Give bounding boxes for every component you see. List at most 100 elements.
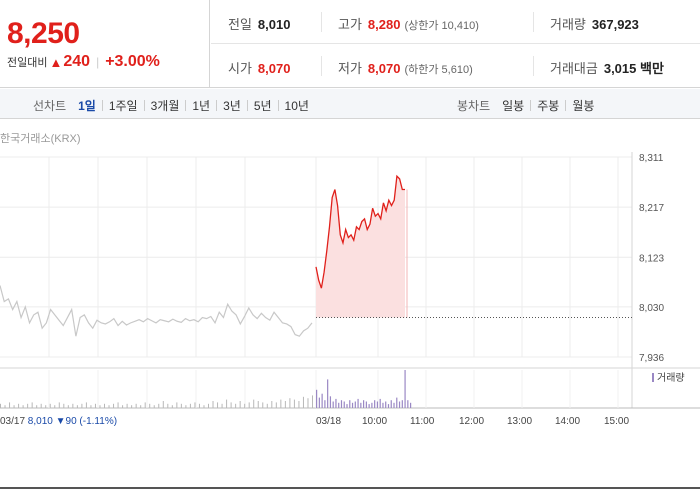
volume-bar-prev [49, 403, 51, 408]
volume-bar-prev [280, 399, 282, 408]
divider [321, 56, 322, 76]
volume-bar-today [343, 401, 345, 408]
volume-bar-prev [307, 398, 309, 408]
volume-bar-prev [167, 403, 169, 408]
chart-tab-bar: 선차트 1일 1주일 3개월 1년 3년 5년 10년 봉차트 일봉 주봉 월봉 [0, 89, 700, 119]
line-tab-3[interactable]: 1년 [192, 99, 211, 113]
divider [533, 12, 534, 32]
volume-bar-prev [171, 405, 173, 408]
y-tick-label: 8,217 [639, 203, 664, 214]
volume-bar-today [360, 402, 362, 408]
volume-bar-prev [153, 405, 155, 408]
tab-separator [277, 100, 279, 111]
volume-bar-today [396, 397, 398, 408]
volume-legend-swatch [652, 373, 654, 382]
volume-bar-prev [144, 402, 146, 408]
volume-bar-prev [208, 403, 209, 408]
stat-label: 거래량 [550, 17, 586, 32]
volume-bar-today [382, 402, 384, 408]
prev-day-change: 90 [66, 416, 78, 427]
x-tick-label: 14:00 [555, 416, 580, 427]
y-tick-label: 8,030 [639, 303, 664, 314]
footer-divider [0, 487, 700, 489]
line-tab-5[interactable]: 5년 [253, 99, 272, 113]
tab-separator [246, 100, 248, 111]
stat-sub: (하한가 5,610) [404, 64, 473, 76]
volume-bar-today [398, 401, 401, 408]
volume-bar-prev [63, 403, 65, 408]
volume-bar-prev [117, 402, 119, 408]
volume-bar-today [316, 389, 318, 408]
volume-bar-prev [94, 403, 96, 408]
volume-bar-today [349, 400, 351, 408]
volume-bar-today [340, 400, 343, 408]
prev-day-series [0, 285, 313, 337]
stats-row-1: 전일 8,010 고가 8,280 (상한가 10,410) 거래량 367,923 [211, 0, 700, 44]
tab-separator [143, 100, 145, 111]
candle-tab-2[interactable]: 월봉 [572, 99, 595, 113]
price-chart: 8,311 8,217 8,123 8,030 7,936 거래량 03/18 10:00 11… [0, 152, 700, 427]
volume-bar-prev [27, 403, 29, 408]
line-tab-6[interactable]: 10년 [284, 99, 309, 113]
x-tick-label: 03/18 [316, 416, 341, 427]
volume-bar-prev [298, 401, 300, 408]
volume-bar-today [393, 402, 395, 408]
stat-value: 8,010 [257, 17, 291, 32]
up-arrow-icon: ▲ [49, 54, 63, 70]
volume-bar-prev [162, 401, 164, 408]
exchange-label: 한국거래소(KRX) [0, 133, 81, 145]
volume-bar-today [371, 402, 373, 408]
line-tab-2[interactable]: 3개월 [150, 99, 180, 113]
volume-bar-today [357, 398, 359, 408]
volume-bar-prev [45, 405, 47, 408]
tab-separator [565, 100, 567, 111]
volume-bar-today [407, 400, 409, 408]
volume-bar-today [387, 404, 390, 408]
volume-bar-today [376, 401, 379, 408]
volume-bar-prev [149, 403, 151, 408]
change-separator: | [96, 55, 100, 69]
volume-bar-prev [9, 402, 11, 408]
volume-bar-prev [271, 401, 273, 408]
stat-open: 시가 8,070 [228, 58, 290, 77]
volume-bar-prev [54, 405, 56, 408]
volume-bar-today [324, 400, 326, 408]
tab-separator [530, 100, 532, 111]
volume-bar-prev [4, 405, 6, 408]
volume-bar-today [335, 398, 337, 408]
volume-bar-today [410, 402, 412, 408]
prev-day-label: 03/17 [0, 416, 25, 427]
volume-bar-prev [40, 403, 42, 408]
stat-label: 거래대금 [550, 61, 598, 76]
volume-bar-prev [135, 403, 137, 408]
line-tab-0[interactable]: 1일 [78, 99, 96, 113]
volume-bar-prev [108, 405, 110, 408]
stat-prev-close: 전일 8,010 [228, 14, 290, 33]
line-tab-4[interactable]: 3년 [223, 99, 241, 113]
volume-bar-prev [312, 395, 313, 408]
prev-day-close: 8,010 [25, 416, 53, 427]
candle-tab-0[interactable]: 일봉 [502, 99, 525, 113]
volume-bar-today [351, 402, 354, 408]
volume-bar-prev [113, 403, 115, 408]
volume-bar-prev [275, 402, 277, 408]
stat-label: 고가 [338, 17, 362, 32]
volume-bar-today [404, 370, 406, 408]
volume-bar-prev [85, 402, 87, 408]
volume-bar-prev [194, 402, 196, 408]
volume-bar-today [368, 404, 370, 408]
line-chart-tabs: 선차트 1일 1주일 3개월 1년 3년 5년 10년 [33, 97, 309, 114]
volume-bar-today [321, 393, 323, 408]
candle-tab-1[interactable]: 주봉 [537, 99, 560, 113]
volume-bar-prev [244, 403, 246, 408]
volume-bar-prev [212, 401, 214, 408]
volume-bar-prev [72, 403, 74, 408]
line-tab-1[interactable]: 1주일 [108, 99, 138, 113]
volume-bar-today [385, 401, 387, 408]
stat-low: 저가 8,070 (하한가 5,610) [338, 58, 473, 77]
volume-bar-prev [203, 405, 205, 408]
change-value: 240 [63, 53, 91, 70]
volume-bar-prev [239, 401, 241, 408]
y-tick-label: 8,123 [639, 253, 664, 264]
volume-bar-prev [122, 405, 124, 408]
